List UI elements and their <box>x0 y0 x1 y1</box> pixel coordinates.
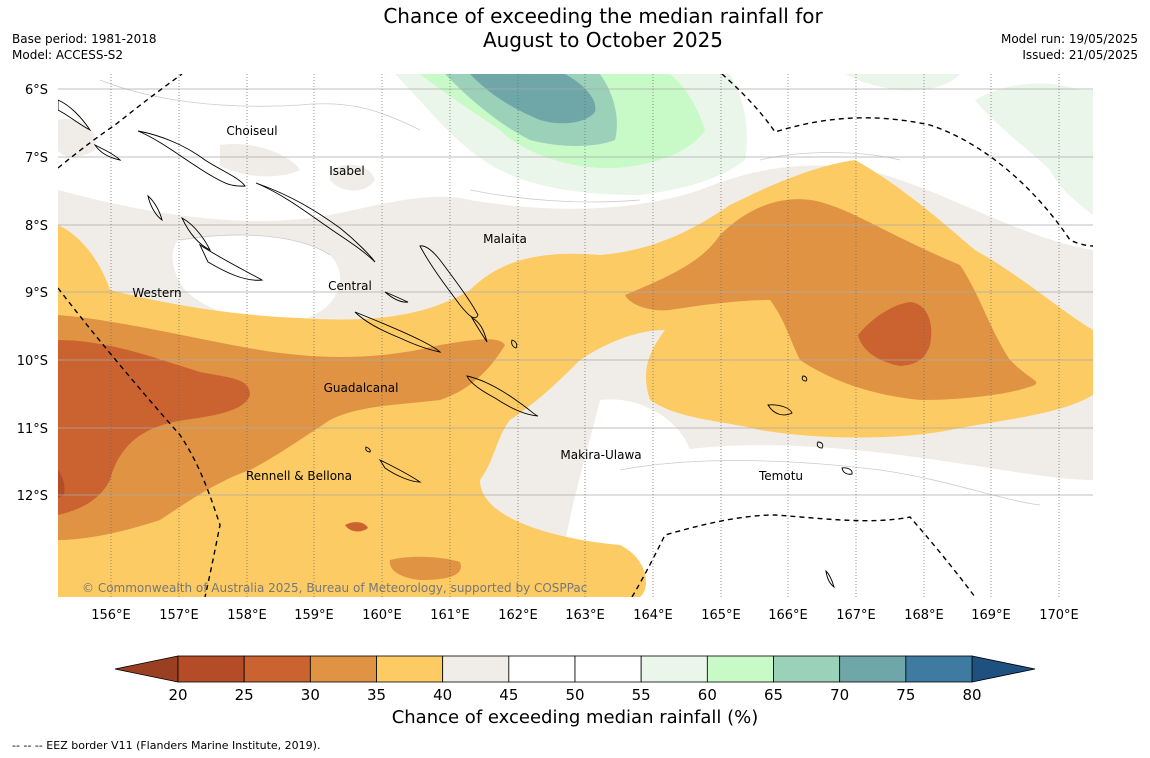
model-run: Model run: 19/05/2025 <box>1000 32 1138 46</box>
lon-label: 167°E <box>836 608 876 623</box>
title-line-1: Chance of exceeding the median rainfall … <box>383 4 823 28</box>
colorbar-segments <box>177 655 973 683</box>
colorbar-segment <box>574 655 642 683</box>
lon-label: 166°E <box>768 608 808 623</box>
colorbar-segment <box>508 655 576 683</box>
colorbar-tick-label: 75 <box>896 686 915 704</box>
province-labels: Choiseul Isabel Malaita Western Central … <box>132 124 803 483</box>
colorbar-segment <box>640 655 708 683</box>
colorbar-tick-label: 60 <box>698 686 717 704</box>
lat-label: 7°S <box>25 151 48 166</box>
label-isabel: Isabel <box>329 164 364 178</box>
band-25-30 <box>58 340 250 515</box>
colorbar-segment <box>442 655 510 683</box>
lon-label: 164°E <box>633 608 673 623</box>
eez-border <box>58 74 1093 597</box>
islands <box>58 99 853 589</box>
lon-label: 157°E <box>159 608 199 623</box>
lon-label: 159°E <box>294 608 334 623</box>
lon-label: 163°E <box>565 608 605 623</box>
colorbar-tick-label: 25 <box>235 686 254 704</box>
colorbar-segment <box>773 655 841 683</box>
label-malaita: Malaita <box>483 232 527 246</box>
colorbar-segment <box>376 655 444 683</box>
colorbar-high-extend <box>971 655 1036 683</box>
label-choiseul: Choiseul <box>226 124 277 138</box>
issued-date: Issued: 21/05/2025 <box>1022 48 1138 62</box>
colorbar-tick-label: 65 <box>764 686 783 704</box>
colorbar-tick-label: 80 <box>962 686 981 704</box>
colorbar: 20 25 30 35 40 45 50 55 60 65 70 75 80 <box>114 655 1036 704</box>
lon-gridlines <box>110 74 1060 597</box>
colorbar-tick-label: 35 <box>367 686 386 704</box>
lat-label: 8°S <box>25 219 48 234</box>
colorbar-ticks: 20 25 30 35 40 45 50 55 60 65 70 75 80 <box>168 686 981 704</box>
colorbar-tick-label: 50 <box>565 686 584 704</box>
lon-label: 158°E <box>227 608 267 623</box>
map-fill: Choiseul Isabel Malaita Western Central … <box>58 74 1093 597</box>
lon-label: 168°E <box>904 608 944 623</box>
label-makira-ulawa: Makira-Ulawa <box>560 448 641 462</box>
copyright-text: © Commonwealth of Australia 2025, Bureau… <box>82 581 587 595</box>
lon-label: 162°E <box>498 608 538 623</box>
model-name: Model: ACCESS-S2 <box>12 48 124 62</box>
lon-label: 161°E <box>430 608 470 623</box>
label-western: Western <box>132 286 181 300</box>
colorbar-segment <box>839 655 907 683</box>
lat-label: 6°S <box>25 83 48 98</box>
colorbar-segment <box>177 655 245 683</box>
colorbar-tick-label: 70 <box>830 686 849 704</box>
band-20-25 <box>58 470 65 498</box>
title-line-2: August to October 2025 <box>482 28 724 52</box>
lat-gridlines <box>58 88 1093 496</box>
lon-labels: 156°E 157°E 158°E 159°E 160°E 161°E 162°… <box>91 608 1079 623</box>
lon-label: 165°E <box>701 608 741 623</box>
label-central: Central <box>328 279 372 293</box>
colorbar-segment <box>706 655 774 683</box>
chart-title: Chance of exceeding the median rainfall … <box>0 4 1150 52</box>
colorbar-segment <box>243 655 311 683</box>
colorbar-tick-label: 45 <box>499 686 518 704</box>
label-temotu: Temotu <box>758 469 803 483</box>
lat-label: 9°S <box>25 286 48 301</box>
lon-label: 156°E <box>91 608 131 623</box>
label-guadalcanal: Guadalcanal <box>324 381 399 395</box>
base-period: Base period: 1981-2018 <box>12 32 157 46</box>
lat-label: 10°S <box>17 354 48 369</box>
meta-left: Base period: 1981-2018 Model: ACCESS-S2 <box>12 31 157 63</box>
band-70-75 <box>470 74 596 124</box>
lat-label: 11°S <box>17 422 48 437</box>
lat-label: 12°S <box>17 489 48 504</box>
lat-labels: 6°S 7°S 8°S 9°S 10°S 11°S 12°S <box>17 83 48 504</box>
eez-footnote: -- -- -- EEZ border V11 (Flanders Marine… <box>12 739 321 752</box>
lon-label: 170°E <box>1039 608 1079 623</box>
colorbar-low-extend <box>114 655 179 683</box>
lon-label: 169°E <box>971 608 1011 623</box>
label-rennell-bellona: Rennell & Bellona <box>246 469 352 483</box>
colorbar-tick-label: 30 <box>301 686 320 704</box>
lon-label: 160°E <box>362 608 402 623</box>
colorbar-segment <box>905 655 973 683</box>
colorbar-tick-label: 40 <box>433 686 452 704</box>
meta-right: Model run: 19/05/2025 Issued: 21/05/2025 <box>1001 31 1138 63</box>
colorbar-tick-label: 55 <box>632 686 651 704</box>
colorbar-tick-label: 20 <box>168 686 187 704</box>
colorbar-title: Chance of exceeding median rainfall (%) <box>391 707 759 728</box>
colorbar-segment <box>309 655 377 683</box>
